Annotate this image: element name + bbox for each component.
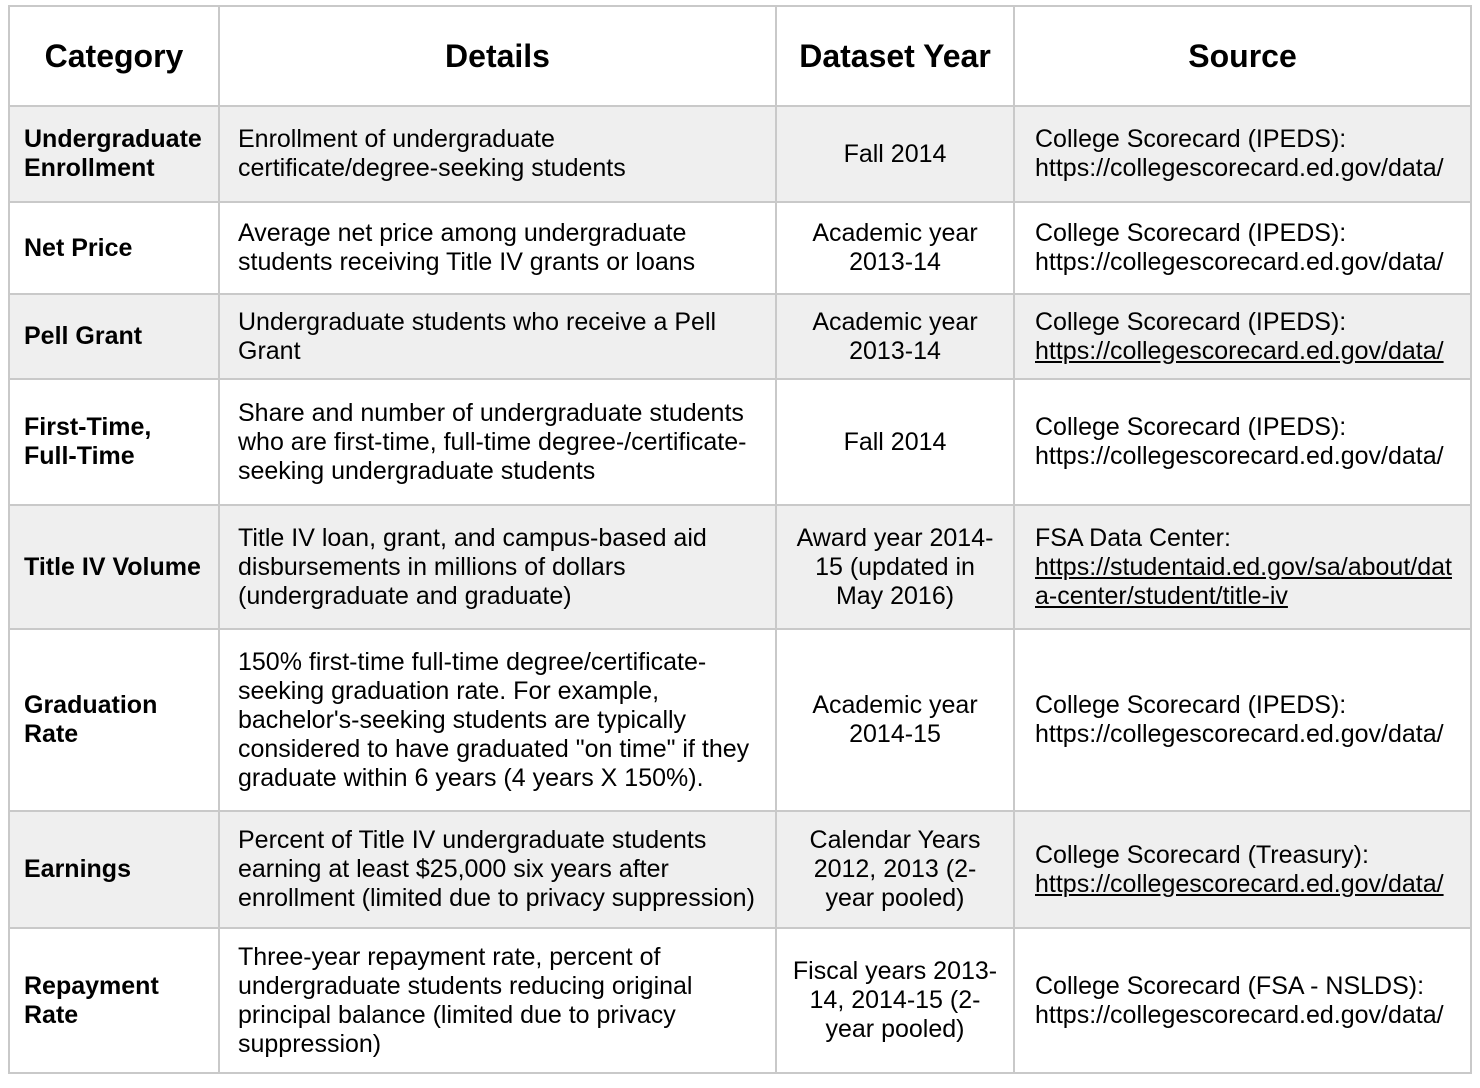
- source-label: College Scorecard (IPEDS):: [1035, 125, 1347, 153]
- dataset-year-cell: Academic year 2014-15: [775, 628, 1015, 812]
- column-header-dataset-year: Dataset Year: [775, 5, 1015, 107]
- source-url-link[interactable]: https://studentaid.ed.gov/sa/about/data-…: [1035, 552, 1452, 610]
- dataset-year-cell: Fall 2014: [775, 378, 1015, 506]
- source-label: College Scorecard (IPEDS):: [1035, 219, 1347, 247]
- details-cell: Title IV loan, grant, and campus-based a…: [218, 504, 777, 630]
- details-cell: Share and number of undergraduate studen…: [218, 378, 777, 506]
- source-url-link[interactable]: https://collegescorecard.ed.gov/data/: [1035, 442, 1444, 470]
- source-url-link[interactable]: https://collegescorecard.ed.gov/data/: [1035, 869, 1444, 898]
- category-cell: Earnings: [8, 810, 220, 929]
- category-cell: Graduation Rate: [8, 628, 220, 812]
- source-cell: College Scorecard (IPEDS): https://colle…: [1013, 201, 1472, 295]
- dataset-descriptions-table: Category Details Dataset Year Source Und…: [8, 5, 1472, 1074]
- details-cell: Undergraduate students who receive a Pel…: [218, 293, 777, 380]
- category-cell: Repayment Rate: [8, 927, 220, 1074]
- table-row: Earnings Percent of Title IV undergradua…: [8, 810, 1472, 929]
- source-url-link[interactable]: https://collegescorecard.ed.gov/data/: [1035, 1000, 1444, 1029]
- source-cell: College Scorecard (IPEDS): https://colle…: [1013, 105, 1472, 203]
- details-cell: Percent of Title IV undergraduate studen…: [218, 810, 777, 929]
- dataset-year-cell: Academic year 2013-14: [775, 293, 1015, 380]
- source-cell: College Scorecard (FSA - NSLDS): https:/…: [1013, 927, 1472, 1074]
- source-cell: College Scorecard (IPEDS): https://colle…: [1013, 628, 1472, 812]
- category-cell: Net Price: [8, 201, 220, 295]
- source-label: College Scorecard (FSA - NSLDS):: [1035, 971, 1425, 1000]
- dataset-year-cell: Calendar Years 2012, 2013 (2- year poole…: [775, 810, 1015, 929]
- source-cell: College Scorecard (Treasury): https://co…: [1013, 810, 1472, 929]
- source-label: FSA Data Center:: [1035, 523, 1231, 552]
- source-cell: College Scorecard (IPEDS): https://colle…: [1013, 378, 1472, 506]
- category-cell: Undergraduate Enrollment: [8, 105, 220, 203]
- table-row: Graduation Rate 150% first-time full-tim…: [8, 628, 1472, 812]
- table-row: Pell Grant Undergraduate students who re…: [8, 293, 1472, 380]
- source-label: College Scorecard (IPEDS):: [1035, 307, 1347, 336]
- source-cell: FSA Data Center: https://studentaid.ed.g…: [1013, 504, 1472, 630]
- column-header-details: Details: [218, 5, 777, 107]
- dataset-year-cell: Academic year 2013-14: [775, 201, 1015, 295]
- table-row: Undergraduate Enrollment Enrollment of u…: [8, 105, 1472, 203]
- source-url-link[interactable]: https://collegescorecard.ed.gov/data/: [1035, 720, 1444, 748]
- category-cell: First-Time, Full-Time: [8, 378, 220, 506]
- source-cell: College Scorecard (IPEDS): https://colle…: [1013, 293, 1472, 380]
- details-cell: 150% first-time full-time degree/certifi…: [218, 628, 777, 812]
- table-row: Title IV Volume Title IV loan, grant, an…: [8, 504, 1472, 630]
- table-row: Net Price Average net price among underg…: [8, 201, 1472, 295]
- category-cell: Title IV Volume: [8, 504, 220, 630]
- source-url-link[interactable]: https://collegescorecard.ed.gov/data/: [1035, 154, 1444, 182]
- dataset-year-cell: Fall 2014: [775, 105, 1015, 203]
- table-row: First-Time, Full-Time Share and number o…: [8, 378, 1472, 506]
- table-row: Repayment Rate Three-year repayment rate…: [8, 927, 1472, 1074]
- dataset-year-cell: Award year 2014- 15 (updated in May 2016…: [775, 504, 1015, 630]
- source-url-link[interactable]: https://collegescorecard.ed.gov/data/: [1035, 248, 1444, 276]
- details-cell: Three-year repayment rate, percent of un…: [218, 927, 777, 1074]
- column-header-category: Category: [8, 5, 220, 107]
- dataset-year-cell: Fiscal years 2013- 14, 2014-15 (2- year …: [775, 927, 1015, 1074]
- source-label: College Scorecard (Treasury):: [1035, 840, 1369, 869]
- source-label: College Scorecard (IPEDS):: [1035, 691, 1347, 719]
- header-row: Category Details Dataset Year Source: [8, 5, 1472, 107]
- category-cell: Pell Grant: [8, 293, 220, 380]
- details-cell: Average net price among undergraduate st…: [218, 201, 777, 295]
- source-url-link[interactable]: https://collegescorecard.ed.gov/data/: [1035, 336, 1444, 365]
- column-header-source: Source: [1013, 5, 1472, 107]
- details-cell: Enrollment of undergraduate certificate/…: [218, 105, 777, 203]
- source-label: College Scorecard (IPEDS):: [1035, 413, 1347, 441]
